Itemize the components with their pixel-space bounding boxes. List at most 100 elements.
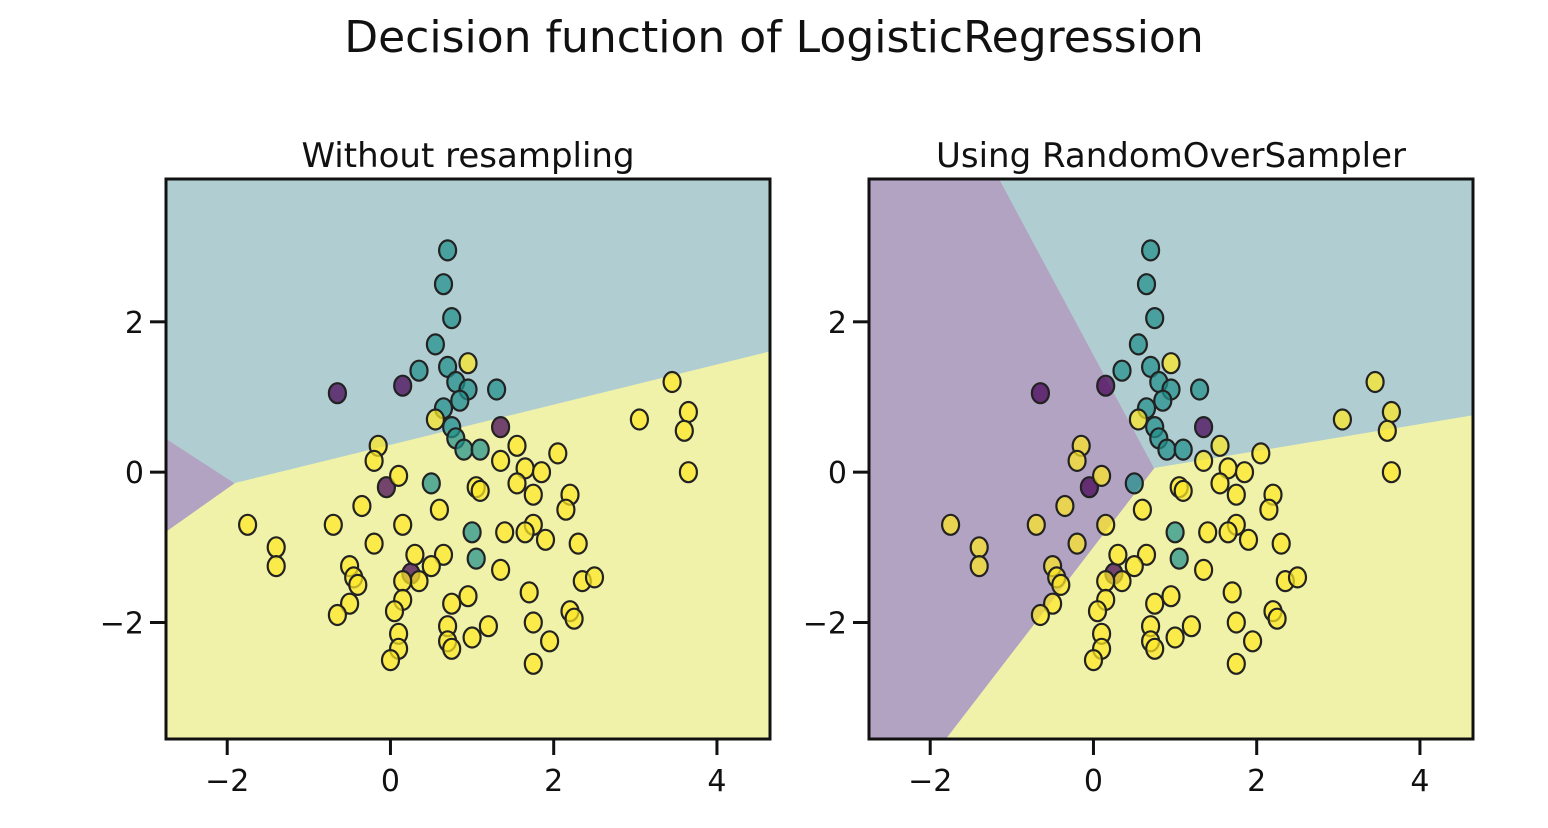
scatter-point-class-2	[1234, 461, 1255, 484]
y-tick-label: 0	[828, 456, 847, 491]
scatter-point-class-2	[1128, 408, 1149, 431]
scatter-point-class-2	[442, 592, 462, 615]
scatter-point-class-2	[425, 408, 445, 431]
scatter-point-class-2	[1055, 494, 1075, 518]
scatter-point-class-2	[1218, 521, 1238, 544]
scatter-point-class-2	[629, 408, 650, 431]
scatter-point-class-2	[1136, 543, 1157, 566]
scatter-point-class-2	[433, 543, 454, 566]
scatter-point-class-2	[1365, 370, 1385, 394]
panel-title: Without resampling	[301, 136, 634, 176]
scatter-point-class-2	[1145, 637, 1165, 660]
x-tick-label: 0	[381, 764, 400, 799]
y-tick-label: 0	[125, 456, 144, 491]
scatter-point-class-0	[327, 382, 347, 405]
scatter-point-class-1	[1169, 547, 1189, 570]
panel-title: Using RandomOverSampler	[936, 136, 1406, 176]
scatter-point-class-2	[548, 442, 568, 465]
plot-frame	[164, 177, 772, 741]
scatter-point-class-2	[421, 554, 441, 578]
scatter-point-class-2	[1181, 615, 1202, 638]
scatter-point-class-0	[1079, 476, 1100, 499]
scatter-point-class-2	[507, 472, 527, 495]
scatter-point-class-2	[470, 479, 490, 502]
scatter-point-class-1	[1128, 333, 1149, 356]
right-panel-random-over-sampler: −2 0 2 4 −2 0 2 Using RandomOverSampler	[803, 136, 1475, 799]
scatter-point-class-1	[1136, 273, 1157, 296]
scatter-point-class-2	[266, 536, 286, 559]
scatter-point-class-1	[1173, 438, 1193, 461]
scatter-point-class-2	[1067, 532, 1087, 555]
decision-region-class-2	[166, 351, 770, 739]
decision-regions	[166, 179, 770, 739]
scatter-point-class-2	[539, 630, 560, 653]
scatter-point-class-2	[405, 543, 425, 566]
scatter-point-class-2	[458, 585, 478, 608]
scatter-point-class-2	[364, 532, 384, 555]
scatter-point-class-2	[678, 461, 699, 484]
scatter-point-class-2	[1238, 528, 1259, 551]
scatter-point-class-2	[1161, 585, 1181, 608]
scatter-point-class-2	[1042, 592, 1063, 615]
scatter-point-class-2	[531, 461, 552, 484]
scatter-point-class-2	[1242, 630, 1263, 653]
scatter-point-class-2	[1051, 573, 1071, 597]
scatter-point-class-0	[1096, 374, 1116, 397]
scatter-point-class-0	[1193, 416, 1214, 439]
x-tick-label: 4	[1410, 764, 1429, 799]
y-tick-label: 2	[125, 306, 144, 341]
scatter-point-class-2	[535, 528, 556, 551]
scatter-point-class-0	[376, 476, 396, 499]
scatter-point-class-1	[433, 273, 454, 296]
x-tick-label: 2	[1247, 764, 1266, 799]
scatter-point-class-2	[1096, 513, 1116, 536]
scatter-point-class-2	[1271, 532, 1291, 555]
x-tick-label: −2	[205, 764, 249, 799]
scatter-point-class-1	[450, 389, 470, 412]
scatter-point-class-2	[568, 532, 588, 555]
scatter-point-class-2	[1381, 400, 1402, 424]
scatter-point-class-2	[969, 554, 989, 578]
scatter-point-class-2	[393, 513, 413, 536]
scatter-point-class-2	[515, 521, 535, 544]
scatter-point-class-2	[1145, 592, 1165, 615]
scatter-point-class-2	[1030, 603, 1051, 627]
scatter-point-class-2	[1377, 419, 1397, 442]
scatter-point-class-1	[454, 438, 474, 461]
x-tick-label: −2	[908, 764, 952, 799]
scatter-point-class-2	[384, 600, 405, 623]
scatter-point-class-2	[1226, 483, 1246, 506]
scatter-point-class-1	[1124, 472, 1144, 495]
scatter-point-class-2	[523, 611, 543, 634]
scatter-point-class-2	[678, 400, 699, 424]
scatter-point-class-2	[458, 352, 478, 375]
scatter-point-class-1	[421, 472, 441, 495]
scatter-point-class-2	[519, 581, 539, 604]
scatter-point-class-2	[352, 494, 372, 518]
scatter-point-class-2	[507, 434, 527, 457]
scatter-point-class-2	[1165, 626, 1185, 649]
scatter-point-class-2	[1381, 461, 1402, 484]
scatter-point-class-2	[674, 419, 694, 442]
scatter-point-class-2	[478, 615, 498, 638]
scatter-point-class-2	[462, 626, 482, 649]
scatter-point-class-1	[442, 307, 462, 330]
scatter-point-class-2	[491, 449, 511, 472]
scatter-point-class-0	[393, 374, 413, 397]
scatter-point-class-2	[523, 483, 543, 506]
left-panel-without-resampling: −2 0 2 4 −2 0 2 Without resampling	[100, 136, 772, 799]
scatter-points	[940, 239, 1402, 675]
scatter-point-class-2	[1226, 652, 1246, 675]
scatter-point-class-2	[564, 607, 584, 630]
scatter-point-class-2	[495, 521, 515, 544]
scatter-point-class-1	[1157, 438, 1177, 461]
scatter-point-class-2	[266, 554, 286, 578]
scatter-point-class-1	[1112, 359, 1132, 382]
scatter-point-class-2	[323, 513, 343, 536]
scatter-point-class-2	[364, 449, 384, 472]
scatter-point-class-2	[523, 652, 543, 675]
scatter-point-class-2	[1096, 569, 1116, 593]
scatter-point-class-2	[1210, 434, 1230, 457]
scatter-point-class-2	[409, 569, 429, 593]
